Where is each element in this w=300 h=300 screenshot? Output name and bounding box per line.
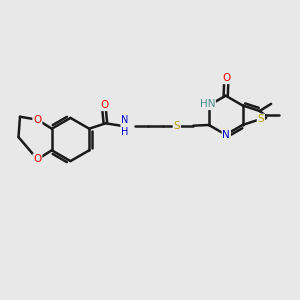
Text: S: S bbox=[173, 121, 180, 131]
Text: O: O bbox=[100, 100, 108, 110]
Text: O: O bbox=[33, 115, 41, 125]
Text: S: S bbox=[257, 114, 264, 124]
Text: O: O bbox=[33, 154, 41, 164]
Text: N: N bbox=[222, 130, 230, 140]
Text: O: O bbox=[222, 73, 230, 83]
Text: HN: HN bbox=[200, 99, 215, 109]
Text: N
H: N H bbox=[121, 115, 129, 136]
